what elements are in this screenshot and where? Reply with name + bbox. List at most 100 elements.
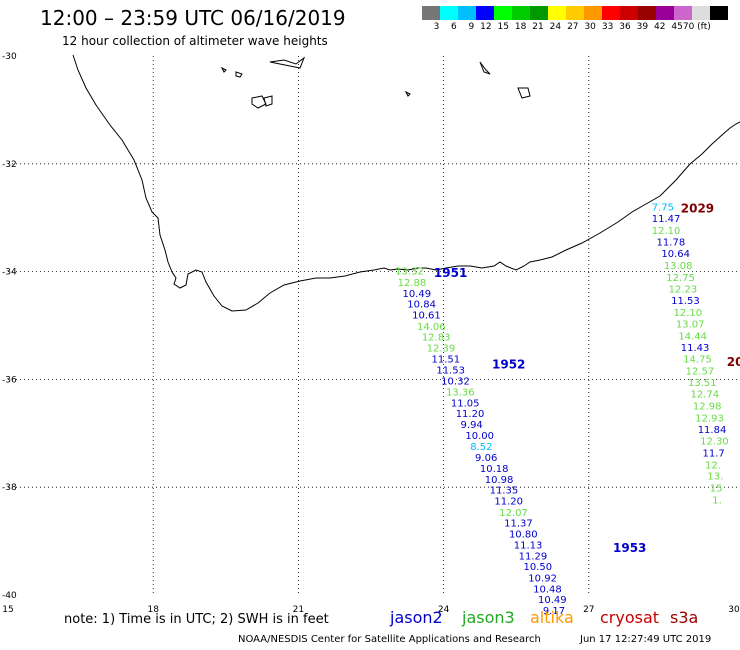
swh-value: 11.35 — [490, 486, 519, 497]
color-scale-cell — [638, 6, 656, 20]
color-scale-label: 39 — [636, 22, 649, 32]
color-scale-label: 21 — [532, 22, 544, 32]
lon-tick-label: 15 — [2, 605, 13, 615]
color-scale-label: 42 — [654, 22, 666, 32]
color-scale-label: 9 — [468, 22, 475, 32]
lat-tick-label: -30 — [2, 52, 17, 62]
legend-item-cryosat: cryosat — [600, 608, 660, 627]
swh-value: 13.51 — [688, 378, 717, 389]
swh-value: 12.10 — [674, 308, 703, 319]
lat-tick-label: -38 — [2, 483, 17, 493]
pass-time-label: 1952 — [492, 358, 525, 372]
swh-value: 11.51 — [432, 355, 461, 366]
swh-value: 12.83 — [422, 333, 451, 344]
swh-value: 14.06 — [417, 322, 446, 333]
color-scale-bar — [422, 6, 728, 20]
color-scale-cell — [620, 6, 638, 20]
swh-value: 10.80 — [509, 529, 538, 540]
color-scale-cell — [476, 6, 494, 20]
pass-time-label: 2029 — [681, 201, 714, 215]
swh-value: 14.75 — [683, 355, 712, 366]
pass-time-label: 1953 — [613, 541, 646, 555]
swh-value: 11.7 — [703, 448, 725, 459]
swh-value: 12.30 — [700, 437, 729, 448]
color-scale-cell — [548, 6, 566, 20]
swh-value: 9.06 — [475, 453, 497, 464]
color-scale-cell — [494, 6, 512, 20]
swh-value: 12.98 — [693, 402, 722, 413]
swh-value: 14.44 — [678, 332, 707, 343]
swh-value: 9.94 — [461, 420, 483, 431]
legend-item-jason2: jason2 — [390, 608, 443, 627]
swh-value: 12.88 — [398, 278, 427, 289]
color-scale-cell — [530, 6, 548, 20]
swh-value: 12.39 — [427, 343, 456, 354]
lat-tick-label: -32 — [2, 160, 17, 170]
color-scale-cell — [566, 6, 584, 20]
swh-value: 11.05 — [451, 398, 480, 409]
swh-value: 11.84 — [698, 425, 727, 436]
lat-tick-label: -34 — [2, 268, 17, 278]
lat-tick-label: -40 — [2, 591, 17, 601]
swh-value: 10.84 — [407, 300, 436, 311]
pass-time-label: 20 — [727, 355, 740, 369]
swh-value: 11.53 — [671, 296, 700, 307]
color-scale-label: 24 — [549, 22, 562, 32]
color-scale-cell — [602, 6, 620, 20]
color-scale-label: 45 — [671, 22, 683, 32]
lon-tick-label: 21 — [293, 605, 304, 615]
swh-value: 11.78 — [657, 238, 686, 249]
graticule: 15 18 21 24 27 30 -30 -32 -34 -36 -38 -40 — [2, 52, 740, 615]
credit-line: NOAA/NESDIS Center for Satellite Applica… — [238, 634, 541, 645]
swh-value: 11.20 — [494, 496, 523, 507]
track-2029: 7.7511.4712.1011.7810.6413.0812.7512.231… — [652, 203, 729, 507]
color-scale-label: 30 — [584, 22, 596, 32]
swh-value: 10.61 — [412, 310, 441, 321]
swh-value: 10.50 — [523, 562, 552, 573]
color-scale-label: 36 — [619, 22, 631, 32]
swh-value: 7.75 — [652, 203, 674, 214]
color-scale-cell — [710, 6, 728, 20]
color-scale-label: 18 — [514, 22, 527, 32]
island-7 — [517, 87, 531, 99]
color-scale-cell — [692, 6, 710, 20]
color-scale-cell — [674, 6, 692, 20]
swh-value: 11.37 — [504, 519, 533, 530]
island-8 — [404, 90, 411, 97]
color-scale-label: 6 — [451, 22, 457, 32]
swh-value: 12.10 — [652, 226, 681, 237]
swh-value: 13.08 — [664, 261, 693, 272]
swh-value: 11.53 — [436, 365, 465, 376]
color-scale-label: 15 — [497, 22, 509, 32]
swh-value: 13.32 — [395, 266, 424, 277]
coastline — [72, 54, 740, 312]
color-scale-label: 27 — [567, 22, 579, 32]
island-6 — [479, 61, 491, 75]
pass-time-labels: 1951 1952 1953 2029 20 — [434, 201, 740, 555]
swh-value: 10.48 — [533, 584, 562, 595]
color-scale-label: 12 — [480, 22, 492, 32]
track-1951: 13.3212.8810.4910.8410.6114.0612.8312.39… — [395, 266, 566, 617]
swh-value: 11.47 — [652, 214, 681, 225]
legend-item-jason3: jason3 — [462, 608, 515, 627]
swh-value: 11.20 — [456, 409, 485, 420]
swh-value: 10.49 — [402, 289, 431, 300]
lon-tick-label: 30 — [728, 605, 740, 615]
swh-value: 10.64 — [661, 249, 690, 260]
generated-timestamp: Jun 17 12:27:49 UTC 2019 — [580, 634, 712, 645]
island-1 — [220, 66, 227, 73]
units-note: note: 1) Time is in UTC; 2) SWH is in fe… — [64, 612, 329, 627]
swh-value: 12.23 — [669, 285, 698, 296]
color-scale-cell — [584, 6, 602, 20]
swh-value: 11.43 — [681, 343, 710, 354]
color-scale-cell — [440, 6, 458, 20]
lon-tick-label: 27 — [583, 605, 594, 615]
swh-value: 11.13 — [514, 541, 543, 552]
swh-value: 10.00 — [465, 431, 494, 442]
color-scale-cell — [458, 6, 476, 20]
swh-value: 12.57 — [686, 367, 715, 378]
color-scale-cell — [512, 6, 530, 20]
swh-value: 13.07 — [676, 320, 705, 331]
color-scale-label: 33 — [601, 22, 614, 32]
